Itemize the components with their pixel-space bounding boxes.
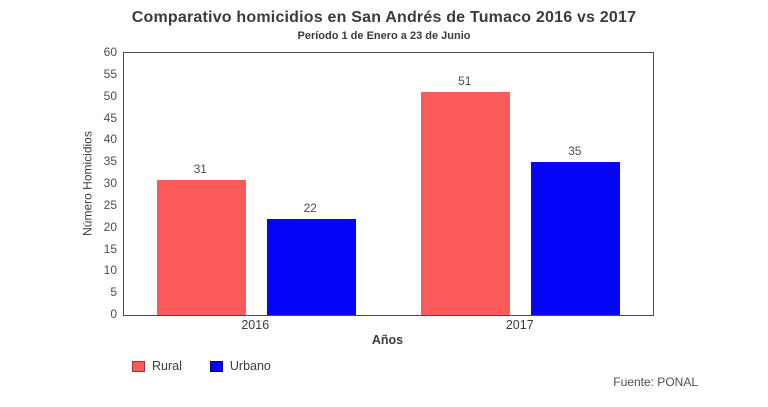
y-tick-label: 60 bbox=[103, 45, 117, 59]
legend-swatch-urbano bbox=[209, 360, 223, 372]
bar-value-label: 35 bbox=[568, 144, 582, 159]
y-tick-label: 0 bbox=[110, 307, 117, 321]
chart-title: Comparativo homicidios en San Andrés de … bbox=[131, 9, 637, 26]
legend-item-rural: Rural bbox=[132, 359, 182, 373]
y-tick-label: 20 bbox=[103, 219, 117, 234]
legend-swatch-rural bbox=[132, 360, 145, 372]
y-tick-label: 30 bbox=[103, 176, 117, 190]
bar-urbano-2017 bbox=[531, 162, 621, 315]
y-tick-label: 10 bbox=[103, 263, 117, 278]
y-tick-label: 50 bbox=[103, 88, 117, 103]
plot-area bbox=[123, 52, 654, 316]
x-axis-label: Años bbox=[371, 333, 404, 347]
y-tick-label: 45 bbox=[103, 110, 117, 125]
y-tick-label: 40 bbox=[103, 132, 117, 147]
y-tick-label: 5 bbox=[110, 285, 117, 300]
y-tick-label: 55 bbox=[103, 66, 117, 81]
legend-label: Urbano bbox=[229, 359, 271, 373]
y-tick-label: 25 bbox=[103, 197, 117, 212]
bar-value-label: 22 bbox=[303, 200, 317, 215]
bar-value-label: 31 bbox=[193, 161, 207, 176]
source-note: Fuente: PONAL bbox=[613, 375, 698, 389]
bar-rural-2017 bbox=[421, 92, 511, 315]
chart-subtitle: Período 1 de Enero a 23 de Junio bbox=[297, 30, 471, 42]
legend: Rural Urbano bbox=[132, 359, 271, 373]
y-tick-label: 35 bbox=[103, 154, 117, 169]
x-tick-label: 2017 bbox=[505, 318, 534, 332]
y-tick-label: 15 bbox=[103, 241, 117, 256]
legend-item-urbano: Urbano bbox=[209, 359, 271, 373]
x-tick-label: 2016 bbox=[241, 318, 270, 332]
bar-value-label: 51 bbox=[458, 74, 472, 89]
legend-label: Rural bbox=[152, 359, 182, 373]
bar-rural-2016 bbox=[156, 179, 246, 315]
bar-urbano-2016 bbox=[266, 218, 356, 315]
